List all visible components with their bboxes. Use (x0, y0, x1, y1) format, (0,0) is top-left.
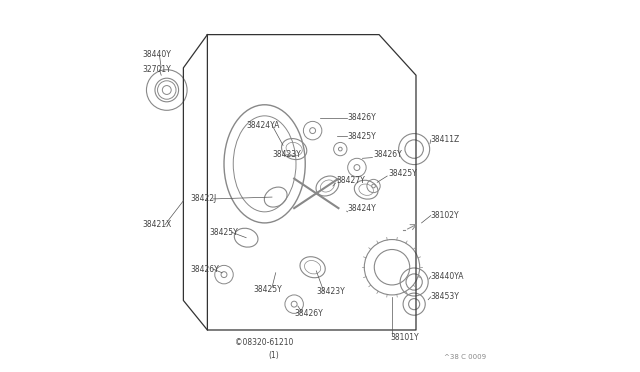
Text: ^38 C 0009: ^38 C 0009 (444, 353, 486, 359)
Text: 38425Y: 38425Y (348, 132, 376, 141)
Text: 38425Y: 38425Y (388, 169, 417, 177)
Text: 38426Y: 38426Y (348, 113, 376, 122)
Text: 38426Y: 38426Y (191, 264, 220, 273)
Text: 38423Y: 38423Y (316, 287, 345, 296)
Text: 38426Y: 38426Y (294, 309, 323, 318)
Text: 38426Y: 38426Y (374, 150, 403, 159)
Text: 38422J: 38422J (191, 195, 217, 203)
Text: 32701Y: 32701Y (143, 65, 172, 74)
Text: 38424Y: 38424Y (348, 203, 376, 213)
Text: 38101Y: 38101Y (390, 333, 419, 342)
Text: 38102Y: 38102Y (431, 211, 460, 220)
Text: 38424YA: 38424YA (246, 121, 280, 129)
Text: ©08320-61210: ©08320-61210 (235, 339, 294, 347)
Text: 38440Y: 38440Y (143, 51, 172, 60)
Text: 38453Y: 38453Y (431, 292, 460, 301)
Text: 38425Y: 38425Y (253, 285, 282, 294)
Text: 38411Z: 38411Z (431, 135, 460, 144)
Text: 38427Y: 38427Y (337, 176, 365, 185)
Text: (1): (1) (268, 350, 279, 360)
Text: 38425Y: 38425Y (209, 228, 238, 237)
Text: 38440YA: 38440YA (431, 272, 464, 281)
Text: 38423Y: 38423Y (272, 150, 301, 159)
Text: 38421X: 38421X (143, 220, 172, 229)
